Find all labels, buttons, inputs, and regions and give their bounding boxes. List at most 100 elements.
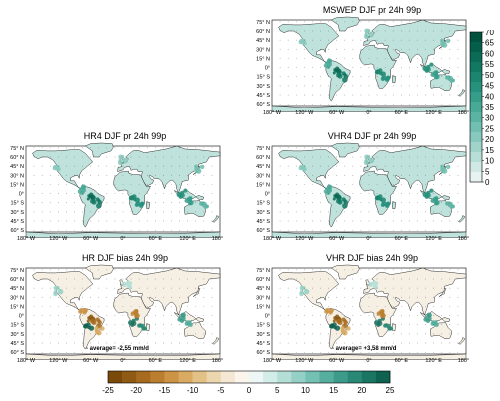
lat-tick-label: 60° N <box>256 155 270 161</box>
colorbar-vertical-swatch <box>470 52 482 63</box>
lon-tick-label: 180° W <box>263 358 282 364</box>
lat-tick-label: 60° S <box>256 228 270 234</box>
lat-tick-label: 45° N <box>10 286 24 292</box>
colorbar-vertical-label: 45 <box>485 82 494 91</box>
lon-tick-label: 120° E <box>425 236 442 242</box>
colorbar-horizontal-label: 25 <box>386 386 395 395</box>
colorbar-horizontal-swatch <box>150 371 165 383</box>
greenland-landmass <box>330 264 360 280</box>
colorbar-vertical-swatch <box>470 32 482 43</box>
colorbar-vertical-swatch <box>470 172 482 183</box>
lat-tick-label: 30° N <box>256 47 270 53</box>
lon-tick-label: 120° E <box>179 236 196 242</box>
colorbar-vertical-label: 50 <box>485 71 494 80</box>
colorbar-horizontal-label: -20 <box>130 386 142 395</box>
north-america-landmass <box>278 23 340 63</box>
lat-tick-label: 60° S <box>10 350 24 356</box>
lon-tick-label: 180° E <box>458 110 470 116</box>
lon-tick-label: 60° E <box>395 358 409 364</box>
lat-tick-label: 45° S <box>10 341 24 347</box>
lat-tick-label: 30° S <box>256 210 270 216</box>
madagascar-landmass <box>391 323 397 332</box>
title-hr-bias: HR DJF bias 24h 99p <box>81 253 169 263</box>
lon-tick-label: 120° W <box>295 110 314 116</box>
map-vhr4: 75° N 60° N 45° N 30° N 15° N 0° 15° S 30° S 45°… <box>256 142 470 242</box>
antarctica-landmass <box>25 231 221 238</box>
lon-tick-label: 120° W <box>295 236 314 242</box>
colorbar-horizontal-swatch <box>291 371 306 383</box>
colorbar-horizontal-label: -10 <box>187 386 199 395</box>
new-zealand-landmass <box>458 89 466 97</box>
colorbar-vertical-swatch <box>470 122 482 133</box>
lon-tick-label: 180° E <box>458 236 470 242</box>
lat-tick-label: 45° N <box>256 38 270 44</box>
colorbar-horizontal-label: 0 <box>247 386 252 395</box>
colorbar-vertical-swatch <box>470 152 482 163</box>
antarctica-landmass <box>271 353 467 360</box>
colorbar-vertical-label: 10 <box>485 157 494 166</box>
average-annotation: - average= -2,55 mm/d <box>86 346 149 352</box>
title-hr4: HR4 DJF pr 24h 99p <box>83 131 167 141</box>
colorbar-vertical-swatch <box>470 132 482 143</box>
south-america-landmass <box>79 186 105 228</box>
average-annotation: - average= +3,58 mm/d <box>332 346 397 352</box>
lon-tick-label: 0° <box>366 110 371 116</box>
colorbar-vertical-label: 55 <box>485 60 494 69</box>
eurasia-landmass <box>363 145 467 194</box>
colorbar-horizontal-swatch <box>277 371 292 383</box>
lat-tick-label: 75° N <box>10 268 24 274</box>
colorbar-horizontal-swatch <box>305 371 320 383</box>
lat-tick-label: 0° <box>265 314 270 320</box>
colorbar-vertical-label: 20 <box>485 135 494 144</box>
lat-tick-label: 45° N <box>256 286 270 292</box>
lon-tick-label: 60° E <box>149 236 163 242</box>
lat-tick-label: 15° S <box>10 323 24 329</box>
lat-tick-label: 75° N <box>256 268 270 274</box>
lat-tick-label: 0° <box>19 314 24 320</box>
japan-landmass <box>438 287 447 297</box>
lat-tick-label: 45° S <box>256 341 270 347</box>
map-vhr-bias: 75° N 60° N 45° N 30° N 15° N 0° 15° S 30° S 45°… <box>256 264 470 364</box>
new-zealand-landmass <box>212 215 220 223</box>
lat-tick-label: 60° S <box>256 350 270 356</box>
title-vhr4: VHR4 DJF pr 24h 99p <box>327 131 417 141</box>
colorbar-horizontal-swatch <box>234 371 250 383</box>
lat-tick-label: 30° S <box>256 84 270 90</box>
lon-tick-label: 60° W <box>329 236 345 242</box>
lat-tick-label: 45° S <box>256 219 270 225</box>
colorbar-horizontal-swatch <box>249 371 264 383</box>
map-hr4: 75° N 60° N 45° N 30° N 15° N 0° 15° S 30° S 45°… <box>10 142 224 242</box>
eurasia-landmass <box>117 145 221 194</box>
lat-tick-label: 15° N <box>256 304 270 310</box>
colorbar-horizontal-label: -25 <box>102 386 114 395</box>
colorbar-horizontal-label: -5 <box>217 386 225 395</box>
colorbar-horizontal-swatch <box>136 371 151 383</box>
north-america-landmass <box>32 149 94 189</box>
lat-tick-label: 15° N <box>256 56 270 62</box>
colorbar-horizontal-label: 10 <box>301 386 310 395</box>
colorbar-vertical-swatch <box>470 102 482 113</box>
lon-tick-label: 60° W <box>83 236 99 242</box>
lat-tick-label: 30° N <box>10 295 24 301</box>
colorbar-horizontal-swatch <box>108 371 123 383</box>
colorbar-horizontal-swatch <box>333 371 348 383</box>
lat-tick-label: 15° N <box>256 182 270 188</box>
map-mswep: 75° N 60° N 45° N 30° N 15° N 0° 15° S 30° S 45°… <box>256 16 470 116</box>
colorbar-horizontal-swatch <box>122 371 137 383</box>
lat-tick-label: 45° N <box>256 164 270 170</box>
colorbar-vertical-label: 15 <box>485 146 494 155</box>
colorbar-horizontal-swatch <box>375 371 391 383</box>
lon-tick-label: 60° E <box>395 236 409 242</box>
title-vhr-bias: VHR DJF bias 24h 99p <box>325 253 419 263</box>
lon-tick-label: 180° E <box>212 236 224 242</box>
eurasia-landmass <box>117 267 221 316</box>
lon-tick-label: 60° E <box>395 110 409 116</box>
lat-tick-label: 15° N <box>10 182 24 188</box>
lon-tick-label: 180° W <box>263 236 282 242</box>
lon-tick-label: 60° W <box>329 358 345 364</box>
eurasia-landmass <box>363 267 467 316</box>
colorbar-horizontal-label: 5 <box>275 386 280 395</box>
antarctica-landmass <box>25 353 221 360</box>
lat-tick-label: 30° N <box>256 295 270 301</box>
